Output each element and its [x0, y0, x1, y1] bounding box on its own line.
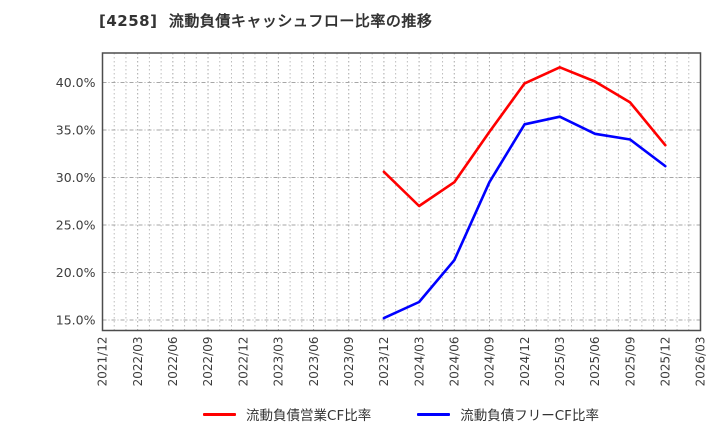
x-tick-label: 2024/03: [412, 337, 426, 387]
y-tick-label: 30.0%: [56, 170, 96, 185]
x-tick-label: 2023/06: [307, 337, 321, 387]
legend-label-operating-cf: 流動負債営業CF比率: [246, 408, 372, 424]
y-tick-label: 20.0%: [56, 265, 96, 280]
x-tick-label: 2025/12: [659, 337, 673, 387]
y-tick-label: 25.0%: [56, 218, 96, 233]
x-tick-label: 2022/12: [236, 337, 250, 387]
chart-legend: 流動負債営業CF比率 流動負債フリーCF比率: [102, 404, 700, 424]
x-tick-label: 2025/09: [623, 337, 637, 387]
plot-border: [101, 52, 702, 332]
x-tick-label: 2021/12: [96, 337, 110, 387]
x-tick-label: 2026/03: [694, 337, 708, 387]
x-tick-label: 2025/03: [553, 337, 567, 387]
legend-item-free-cf: 流動負債フリーCF比率: [417, 404, 599, 424]
x-axis-labels: 2021/12 2022/03 2022/06 2022/09 2022/12 2023/…: [96, 337, 708, 387]
x-tick-label: 2024/09: [483, 337, 497, 387]
y-tick-label: 15.0%: [56, 313, 96, 328]
horizontal-gridlines: [102, 81, 701, 321]
x-tick-label: 2022/06: [166, 337, 180, 387]
x-tick-label: 2024/12: [518, 337, 532, 387]
x-tick-label: 2025/06: [588, 337, 602, 387]
legend-item-operating-cf: 流動負債営業CF比率: [203, 404, 371, 424]
legend-swatch-blue-line: [417, 412, 451, 416]
chart-title: [4258] 流動負債キャッシュフロー比率の推移: [99, 12, 433, 30]
legend-label-free-cf: 流動負債フリーCF比率: [460, 408, 599, 424]
x-tick-label: 2023/09: [342, 337, 356, 387]
x-tick-label: 2023/12: [377, 337, 391, 387]
legend-swatch-red-line: [203, 412, 237, 416]
y-axis-labels: 15.0% 20.0% 25.0% 30.0% 35.0% 40.0%: [56, 75, 96, 328]
x-tick-label: 2022/03: [131, 337, 145, 387]
vertical-gridlines: [113, 53, 690, 331]
y-tick-label: 40.0%: [56, 75, 96, 90]
series-line-0: [382, 66, 667, 208]
x-tick-label: 2023/03: [272, 337, 286, 387]
x-tick-label: 2022/09: [201, 337, 215, 387]
series-line-1: [382, 115, 667, 320]
y-tick-label: 35.0%: [56, 122, 96, 137]
x-tick-label: 2024/06: [447, 337, 461, 387]
